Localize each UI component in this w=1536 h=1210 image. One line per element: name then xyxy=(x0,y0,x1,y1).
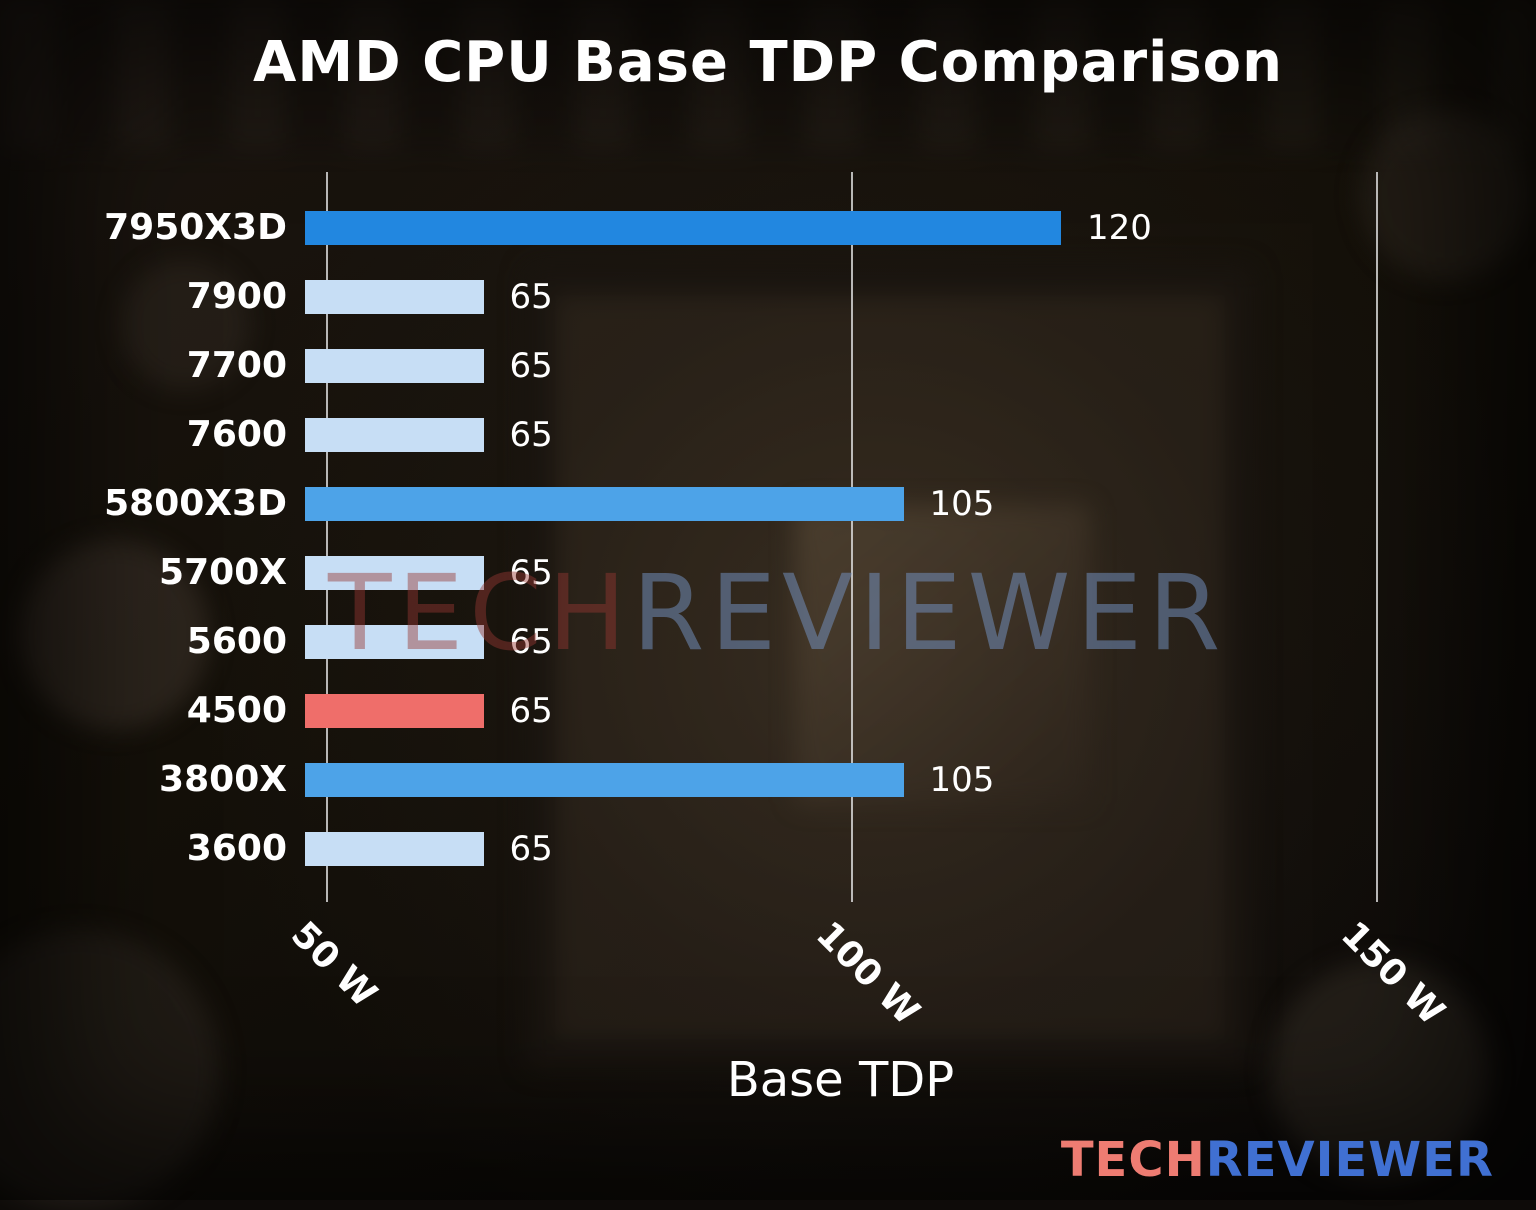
cpu-socket-shape xyxy=(525,265,1255,1070)
x-axis-label: Base TDP xyxy=(726,1052,955,1108)
bar xyxy=(305,349,484,383)
logo-tech: TECH xyxy=(1060,1132,1206,1188)
category-label: 7600 xyxy=(186,414,287,455)
bokeh-circle xyxy=(120,260,250,390)
watermark-reviewer: REVIEWER xyxy=(632,552,1227,674)
value-label: 65 xyxy=(509,691,553,731)
category-label: 3800X xyxy=(159,759,287,800)
bar xyxy=(305,763,904,797)
value-label: 105 xyxy=(929,484,995,524)
value-label: 65 xyxy=(509,829,553,869)
category-label: 5800X3D xyxy=(104,483,287,524)
logo-reviewer: REVIEWER xyxy=(1205,1132,1494,1188)
cpu-die-shape xyxy=(795,505,1090,805)
value-label: 65 xyxy=(509,415,553,455)
value-label: 120 xyxy=(1087,208,1152,248)
bokeh-circle xyxy=(0,930,220,1210)
value-label: 65 xyxy=(509,553,553,593)
category-label: 5700X xyxy=(159,552,287,593)
bar xyxy=(305,694,484,728)
watermark-tech: TECH xyxy=(328,552,633,674)
gridline xyxy=(326,172,328,902)
chart-title: AMD CPU Base TDP Comparison xyxy=(253,30,1283,95)
bar xyxy=(305,832,484,866)
motherboard-capacitor-strip xyxy=(0,0,1536,150)
category-label: 5600 xyxy=(186,621,287,662)
bar xyxy=(305,280,484,314)
bokeh-circle xyxy=(20,540,210,730)
bar xyxy=(305,556,484,590)
category-label: 4500 xyxy=(186,690,287,731)
plot-area xyxy=(305,172,1378,902)
gridline xyxy=(851,172,853,902)
brand-logo: TECHREVIEWER xyxy=(1061,1132,1494,1188)
value-label: 65 xyxy=(509,346,553,386)
value-label: 105 xyxy=(929,760,995,800)
gridline xyxy=(1376,172,1378,902)
category-label: 7900 xyxy=(186,276,287,317)
bokeh-circle xyxy=(1270,960,1490,1180)
category-label: 3600 xyxy=(186,828,287,869)
watermark: TECHREVIEWER xyxy=(328,552,1226,674)
category-label: 7950X3D xyxy=(104,207,287,248)
bar xyxy=(305,487,904,521)
bar xyxy=(305,625,484,659)
bar xyxy=(305,211,1061,245)
bar xyxy=(305,418,484,452)
value-label: 65 xyxy=(509,622,553,662)
category-label: 7700 xyxy=(186,345,287,386)
value-label: 65 xyxy=(509,277,553,317)
bokeh-circle xyxy=(1360,110,1530,280)
